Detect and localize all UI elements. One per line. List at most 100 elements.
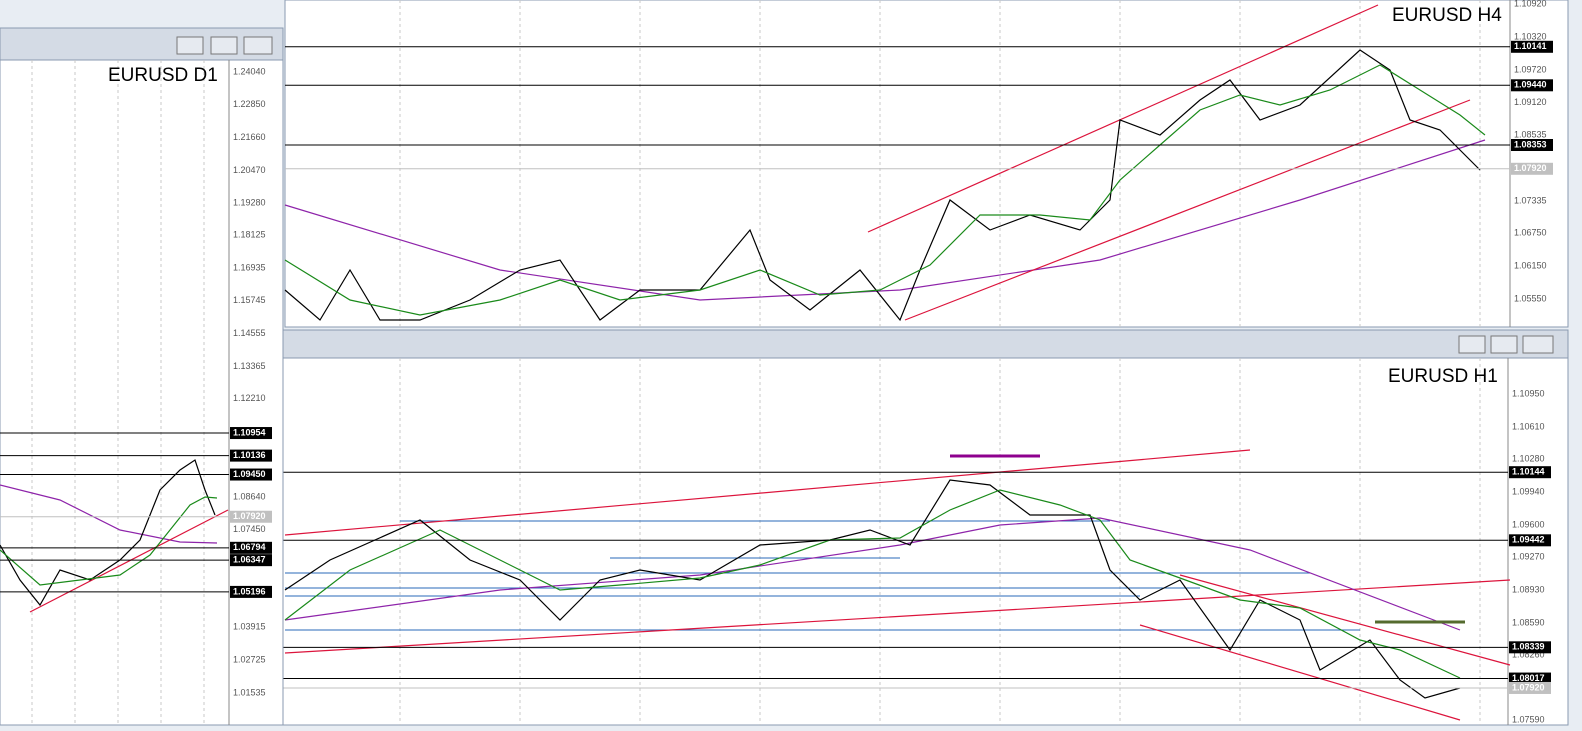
price-label: 1.10950 <box>1512 388 1545 398</box>
trend-line <box>284 449 1251 536</box>
price-tag-text: 1.06347 <box>233 555 266 565</box>
chart-area <box>0 59 284 726</box>
price-tag <box>1511 139 1553 152</box>
price-label: 1.09940 <box>1512 486 1545 496</box>
price-label: 1.10320 <box>1514 31 1547 41</box>
ma-line <box>284 489 1461 679</box>
restore-button[interactable] <box>1490 335 1518 354</box>
price-tag <box>230 554 272 567</box>
price-label: 1.08590 <box>1512 617 1545 627</box>
price-tag-text: 1.05196 <box>233 586 266 596</box>
window-title: EURUSD D1 <box>108 65 218 86</box>
price-label: 1.07590 <box>1512 714 1545 724</box>
price-tag <box>230 585 272 598</box>
close-button[interactable] <box>243 36 273 55</box>
price-tag-text: 1.10136 <box>233 450 266 460</box>
price-label: 1.07450 <box>233 524 266 534</box>
ma-line <box>0 496 218 586</box>
price-tag <box>1509 641 1551 654</box>
window-h1: EURUSD H1 1.10950 1.10610 1.10280 1.09940 1.… <box>282 329 1569 726</box>
price-tag <box>1509 672 1551 685</box>
price-tag-text: 1.10141 <box>1514 41 1547 51</box>
price-label: 1.24040 <box>233 66 266 76</box>
price-label: 1.09120 <box>1514 97 1547 107</box>
trend-line <box>1139 624 1461 721</box>
level-lines <box>285 520 1360 631</box>
price-tag-text: 1.08353 <box>1514 139 1547 149</box>
price-tag <box>230 449 272 462</box>
trend-line <box>284 579 1511 654</box>
price-tag-text: 1.10954 <box>233 427 266 437</box>
ma-line <box>284 139 1486 301</box>
price-label: 1.10280 <box>1512 453 1545 463</box>
current-price-text: 1.07920 <box>1512 682 1545 692</box>
price-label: 1.18125 <box>233 230 266 240</box>
price-label: 1.13365 <box>233 361 266 371</box>
price-label: 1.01535 <box>233 687 266 697</box>
price-label: 1.09600 <box>1512 519 1545 529</box>
price-label: 1.08930 <box>1512 584 1545 594</box>
price-label: 1.21660 <box>233 132 266 142</box>
price-tag <box>230 468 272 481</box>
price-tag-text: 1.09442 <box>1512 535 1545 545</box>
window-title: EURUSD H1 <box>1388 366 1498 387</box>
price-label: 1.03915 <box>233 622 266 632</box>
price-tag <box>1509 534 1551 547</box>
chart-area <box>282 357 1569 726</box>
price-label: 1.20470 <box>233 165 266 175</box>
price-label: 1.06150 <box>1514 260 1547 270</box>
price-label: 1.22850 <box>233 99 266 109</box>
price-label: 1.09270 <box>1512 551 1545 561</box>
price-tag-text: 1.10144 <box>1512 467 1545 477</box>
price-tag <box>1511 79 1553 92</box>
restore-button[interactable] <box>210 36 238 55</box>
price-tag <box>230 541 272 554</box>
price-label: 1.14555 <box>233 328 266 338</box>
price-line <box>284 479 1461 699</box>
price-label: 1.10610 <box>1512 421 1545 431</box>
window-title: EURUSD H4 <box>1392 5 1502 26</box>
minimize-button[interactable] <box>1458 335 1486 354</box>
price-label: 1.06750 <box>1514 227 1547 237</box>
window-d1: EURUSD D1 1.24040 1.22850 1.21660 1.20470 1.… <box>0 27 284 726</box>
current-price-tag <box>230 510 272 523</box>
price-label: 1.09720 <box>1514 64 1547 74</box>
price-label: 1.19280 <box>233 198 266 208</box>
title-bar <box>0 27 284 61</box>
ma-line <box>0 484 218 544</box>
price-tag <box>230 427 272 440</box>
price-label: 1.16935 <box>233 262 266 272</box>
price-label: 1.08640 <box>233 491 266 501</box>
current-price-text: 1.07920 <box>233 511 266 521</box>
price-tag <box>1509 466 1551 479</box>
price-tag-text: 1.08017 <box>1512 673 1545 683</box>
price-label: 1.12210 <box>233 393 266 403</box>
title-bar <box>282 329 1569 359</box>
price-label: 1.05550 <box>1514 293 1547 303</box>
channel-line <box>867 4 1379 233</box>
price-line <box>0 459 216 607</box>
price-label: 1.15745 <box>233 295 266 305</box>
minimize-button[interactable] <box>176 36 204 55</box>
price-tag-text: 1.08339 <box>1512 642 1545 652</box>
close-button[interactable] <box>1522 335 1554 354</box>
ma-line <box>284 517 1461 631</box>
current-price-text: 1.07920 <box>1514 163 1547 173</box>
price-tag-text: 1.06794 <box>233 542 266 552</box>
price-label: 1.10920 <box>1514 0 1547 8</box>
trend-line <box>29 509 229 613</box>
current-price-tag <box>1509 681 1551 694</box>
channel-line <box>904 99 1471 321</box>
price-tag-text: 1.09440 <box>1514 80 1547 90</box>
price-label: 1.02725 <box>233 654 266 664</box>
price-label: 1.08260 <box>1512 649 1545 659</box>
price-label: 1.08535 <box>1514 129 1547 139</box>
chart-area <box>284 0 1569 328</box>
current-price-tag <box>1511 162 1553 175</box>
window-h4: EURUSD H4 1.10920 1.10320 1.09720 1.09120 1.… <box>284 0 1569 328</box>
trend-line <box>1179 574 1511 666</box>
price-tag-text: 1.09450 <box>233 469 266 479</box>
price-tag <box>1511 40 1553 53</box>
ma-line <box>284 64 1486 316</box>
